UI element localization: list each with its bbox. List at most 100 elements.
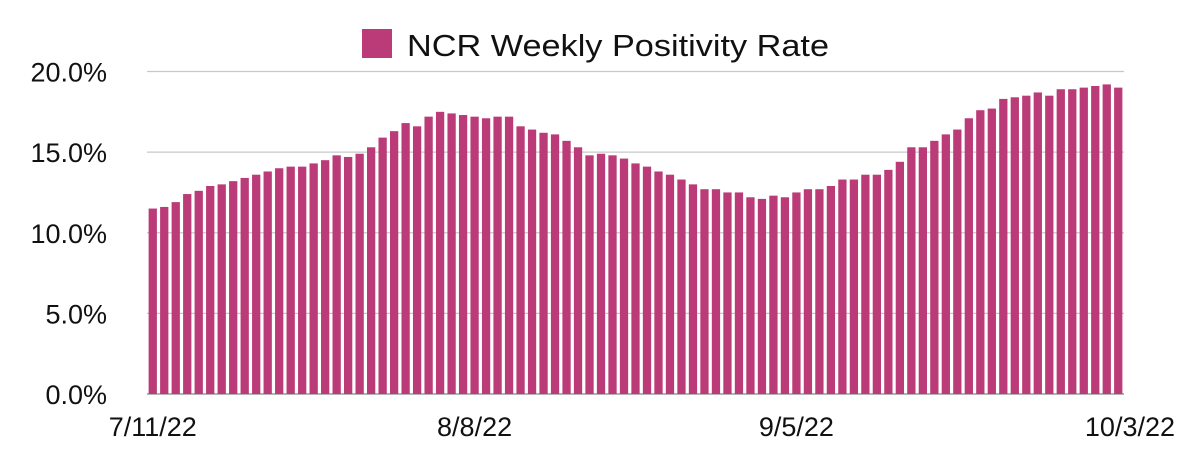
bar bbox=[344, 156, 353, 394]
bar bbox=[263, 171, 272, 394]
bar bbox=[700, 189, 709, 394]
bar bbox=[941, 134, 950, 394]
bar bbox=[803, 189, 813, 394]
bar bbox=[298, 166, 307, 394]
bar bbox=[160, 206, 169, 394]
bar bbox=[1033, 92, 1042, 395]
bar bbox=[918, 147, 927, 394]
bar bbox=[654, 171, 663, 394]
bar bbox=[734, 192, 744, 394]
bar bbox=[309, 163, 318, 394]
bar bbox=[1091, 86, 1100, 394]
bar bbox=[527, 129, 537, 395]
bar bbox=[1010, 97, 1019, 395]
y-tick-label: 15.0% bbox=[30, 138, 107, 168]
bar bbox=[849, 179, 859, 394]
bar bbox=[355, 153, 364, 394]
bar bbox=[332, 155, 341, 394]
bar bbox=[539, 132, 548, 394]
x-tick-label: 10/3/22 bbox=[1085, 412, 1175, 442]
bar bbox=[999, 98, 1008, 394]
bar bbox=[148, 208, 157, 394]
bar bbox=[481, 118, 491, 394]
legend: NCR Weekly Positivity Rate bbox=[362, 28, 829, 63]
bar bbox=[1045, 95, 1054, 394]
bar bbox=[550, 134, 560, 394]
bar bbox=[964, 118, 973, 394]
bar bbox=[815, 189, 824, 394]
bar bbox=[378, 137, 387, 395]
bar bbox=[458, 115, 468, 394]
bar bbox=[872, 174, 882, 394]
bar bbox=[194, 190, 203, 394]
bar bbox=[171, 202, 180, 394]
bar bbox=[389, 131, 399, 394]
bar bbox=[424, 116, 433, 395]
y-axis: 0.0% 5.0% 10.0% 15.0% 20.0% bbox=[30, 58, 107, 411]
bar bbox=[321, 160, 330, 394]
bar bbox=[976, 110, 985, 394]
x-tick-label: 7/11/22 bbox=[109, 412, 197, 442]
bar bbox=[665, 174, 675, 394]
bar bbox=[884, 169, 893, 394]
bar bbox=[619, 158, 629, 394]
bar bbox=[412, 126, 422, 394]
bar bbox=[596, 153, 606, 394]
x-axis: 7/11/22 8/8/22 9/5/22 10/3/22 bbox=[109, 412, 1175, 442]
bars bbox=[148, 84, 1123, 395]
bar bbox=[677, 179, 686, 394]
bar bbox=[206, 185, 215, 394]
bar bbox=[252, 174, 261, 394]
bar bbox=[573, 147, 583, 394]
legend-label: NCR Weekly Positivity Rate bbox=[407, 28, 829, 63]
bar bbox=[401, 123, 410, 394]
bar bbox=[953, 129, 962, 395]
bar bbox=[1079, 87, 1088, 394]
x-tick-label: 9/5/22 bbox=[759, 412, 834, 442]
y-tick-label: 10.0% bbox=[30, 219, 107, 249]
bar bbox=[792, 192, 801, 394]
bar bbox=[229, 181, 238, 394]
bar bbox=[780, 197, 790, 394]
bar bbox=[838, 179, 847, 394]
bar bbox=[286, 166, 295, 394]
bar bbox=[826, 185, 836, 394]
bar bbox=[1056, 89, 1065, 395]
bar bbox=[275, 168, 284, 394]
bar bbox=[562, 140, 571, 394]
bar bbox=[217, 184, 226, 394]
bar bbox=[930, 140, 939, 394]
bar bbox=[493, 116, 502, 395]
y-tick-label: 0.0% bbox=[45, 380, 107, 410]
bar bbox=[608, 155, 617, 394]
bar bbox=[1114, 87, 1123, 394]
y-tick-label: 20.0% bbox=[30, 58, 107, 88]
y-tick-label: 5.0% bbox=[45, 299, 107, 329]
bar bbox=[585, 155, 594, 394]
bar bbox=[470, 116, 479, 395]
bar bbox=[631, 163, 640, 394]
bar bbox=[366, 147, 376, 394]
bar bbox=[746, 197, 755, 394]
legend-swatch bbox=[362, 29, 392, 58]
bar bbox=[1102, 84, 1111, 395]
x-tick-label: 8/8/22 bbox=[437, 412, 512, 442]
bar bbox=[504, 116, 514, 395]
bar bbox=[723, 192, 732, 394]
bar bbox=[907, 147, 916, 394]
bar bbox=[642, 166, 652, 394]
bar bbox=[861, 174, 870, 394]
bar bbox=[688, 184, 698, 394]
bar bbox=[183, 194, 192, 394]
bar bbox=[769, 195, 778, 394]
bar bbox=[711, 189, 721, 394]
bar bbox=[987, 108, 996, 395]
bar bbox=[1022, 95, 1031, 394]
bar bbox=[895, 161, 905, 394]
bar bbox=[1068, 89, 1077, 395]
bar bbox=[240, 177, 249, 394]
bar bbox=[435, 111, 445, 394]
bar bbox=[757, 198, 767, 394]
bar bbox=[447, 113, 456, 395]
